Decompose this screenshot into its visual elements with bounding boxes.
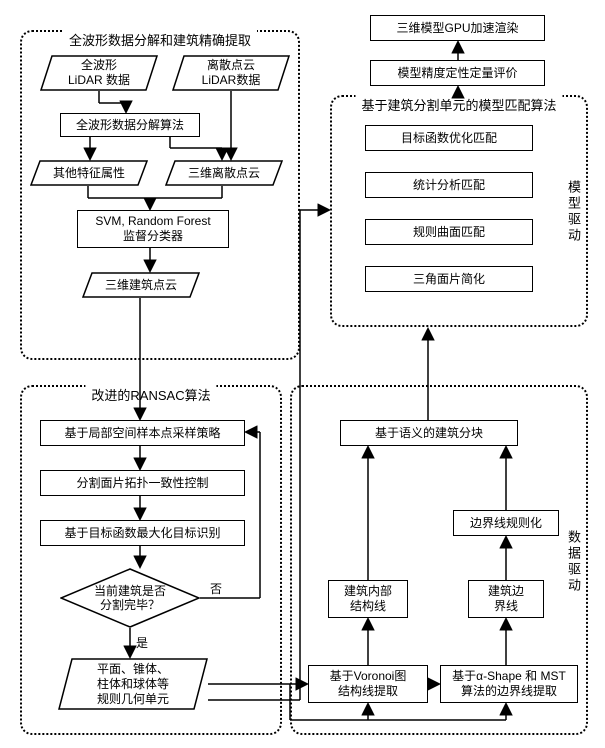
edges-layer bbox=[0, 0, 605, 748]
flowchart-canvas: 全波形数据分解和建筑精确提取 改进的RANSAC算法 基于建筑分割单元的模型匹配… bbox=[0, 0, 605, 748]
